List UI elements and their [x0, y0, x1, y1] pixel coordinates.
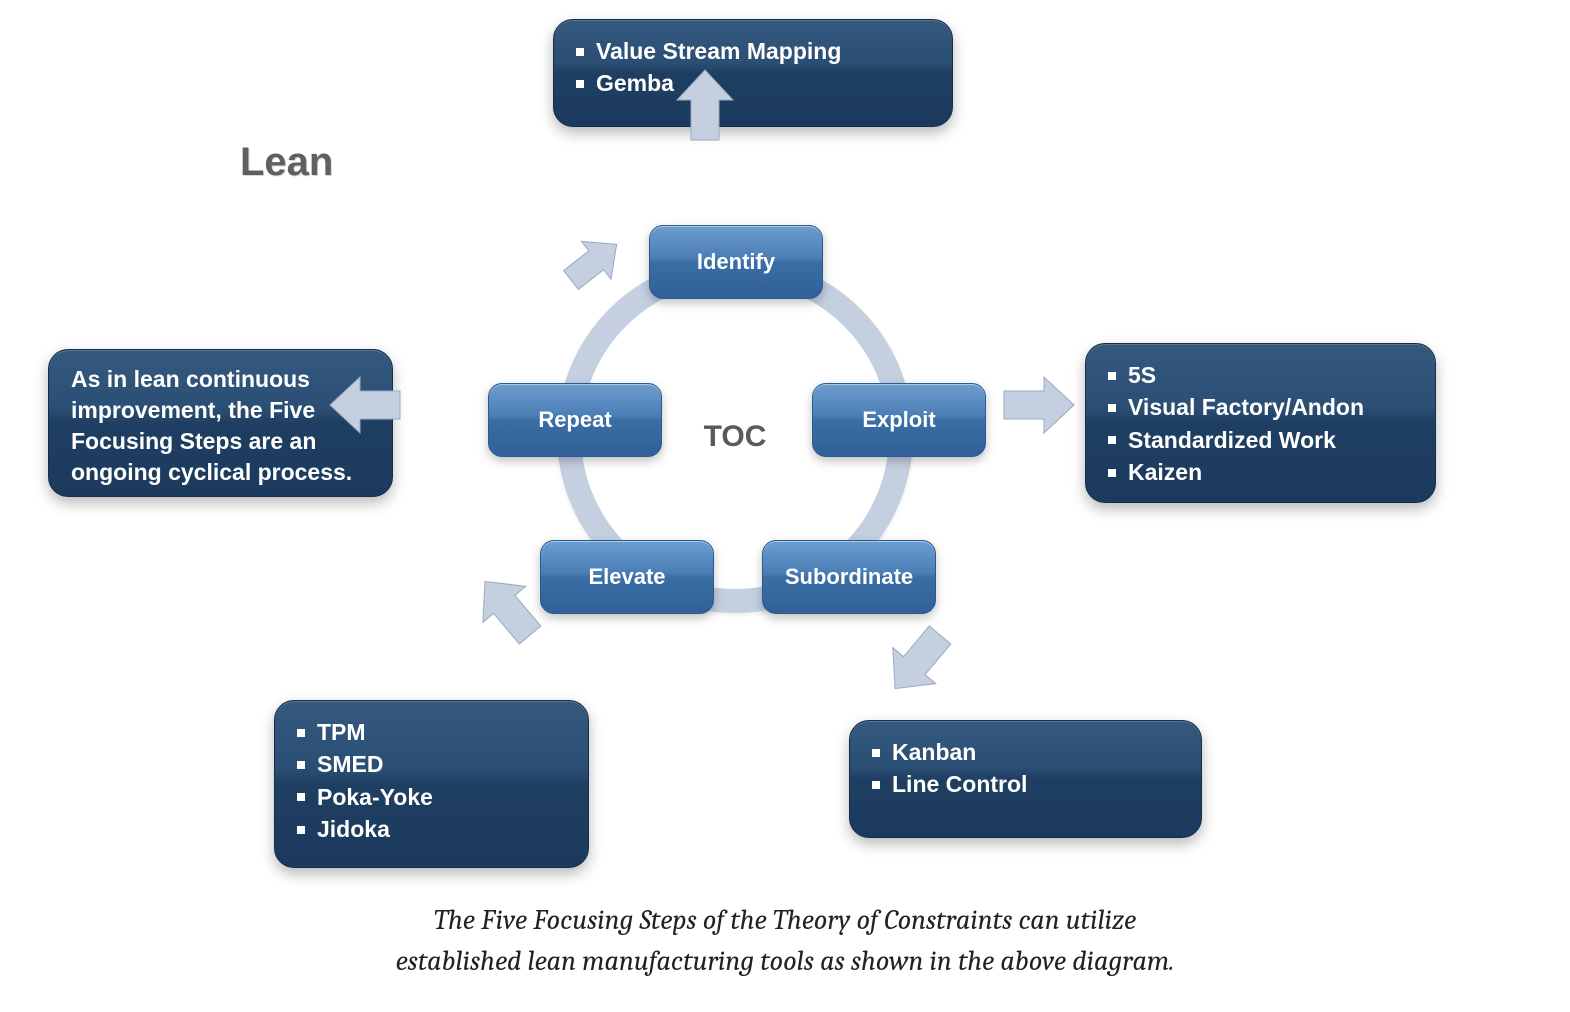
arrow-exploit-out	[1004, 405, 1005, 406]
arrow-elevate-out	[530, 635, 531, 636]
outer-list-item: Poka-Yoke	[297, 783, 566, 812]
outer-list-item: Value Stream Mapping	[576, 37, 930, 66]
outer-list-item: Kaizen	[1108, 458, 1413, 487]
step-elevate: Elevate	[540, 540, 714, 614]
step-exploit: Exploit	[812, 383, 986, 457]
outer-list-item: TPM	[297, 718, 566, 747]
outer-list-item: Standardized Work	[1108, 426, 1413, 455]
outer-list-item: Kanban	[872, 738, 1179, 767]
arrow-repeat-out	[400, 405, 401, 406]
outer-list-item: Line Control	[872, 770, 1179, 799]
step-repeat: Repeat	[488, 383, 662, 457]
step-identify: Identify	[649, 225, 823, 299]
outer-box-subordinate: Kanban Line Control	[849, 720, 1202, 838]
outer-list-item: Visual Factory/Andon	[1108, 393, 1413, 422]
outer-box-identify: Value Stream Mapping Gemba	[553, 19, 953, 127]
diagram-stage: Lean TOC Identify Exploit Subordinate El…	[0, 0, 1570, 1012]
outer-box-elevate: TPM SMED Poka-Yoke Jidoka	[274, 700, 589, 868]
arrow-subordinate-out	[940, 635, 941, 636]
cycle-arrow-repeat-identify	[571, 280, 572, 281]
outer-list-item: Gemba	[576, 69, 930, 98]
outer-list-item: SMED	[297, 750, 566, 779]
outer-box-repeat: As in lean continuous improvement, the F…	[48, 349, 393, 497]
outer-list: TPM SMED Poka-Yoke Jidoka	[297, 718, 566, 845]
outer-list-item: 5S	[1108, 361, 1413, 390]
step-subordinate: Subordinate	[762, 540, 936, 614]
caption-line1: The Five Focusing Steps of the Theory of…	[434, 904, 1136, 936]
arrow-identify-out	[705, 140, 706, 141]
caption-line2: established lean manufacturing tools as …	[396, 945, 1175, 977]
lean-title: Lean	[240, 140, 333, 185]
outer-list: Value Stream Mapping Gemba	[576, 37, 930, 99]
diagram-caption: The Five Focusing Steps of the Theory of…	[0, 900, 1570, 981]
toc-center-label: TOC	[690, 420, 780, 454]
outer-list: 5S Visual Factory/Andon Standardized Work K…	[1108, 361, 1413, 488]
outer-list-item: Jidoka	[297, 815, 566, 844]
outer-box-exploit: 5S Visual Factory/Andon Standardized Work K…	[1085, 343, 1436, 503]
outer-text: As in lean continuous improvement, the F…	[71, 364, 370, 488]
outer-list: Kanban Line Control	[872, 738, 1179, 800]
